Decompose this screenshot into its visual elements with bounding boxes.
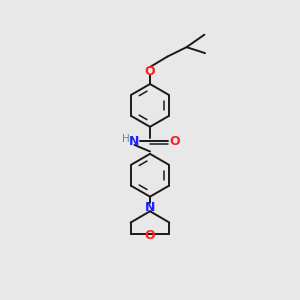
Text: N: N xyxy=(145,201,155,214)
Text: H: H xyxy=(122,134,130,144)
Text: O: O xyxy=(170,135,180,148)
Text: O: O xyxy=(145,229,155,242)
Text: O: O xyxy=(145,65,155,78)
Text: N: N xyxy=(129,135,140,148)
